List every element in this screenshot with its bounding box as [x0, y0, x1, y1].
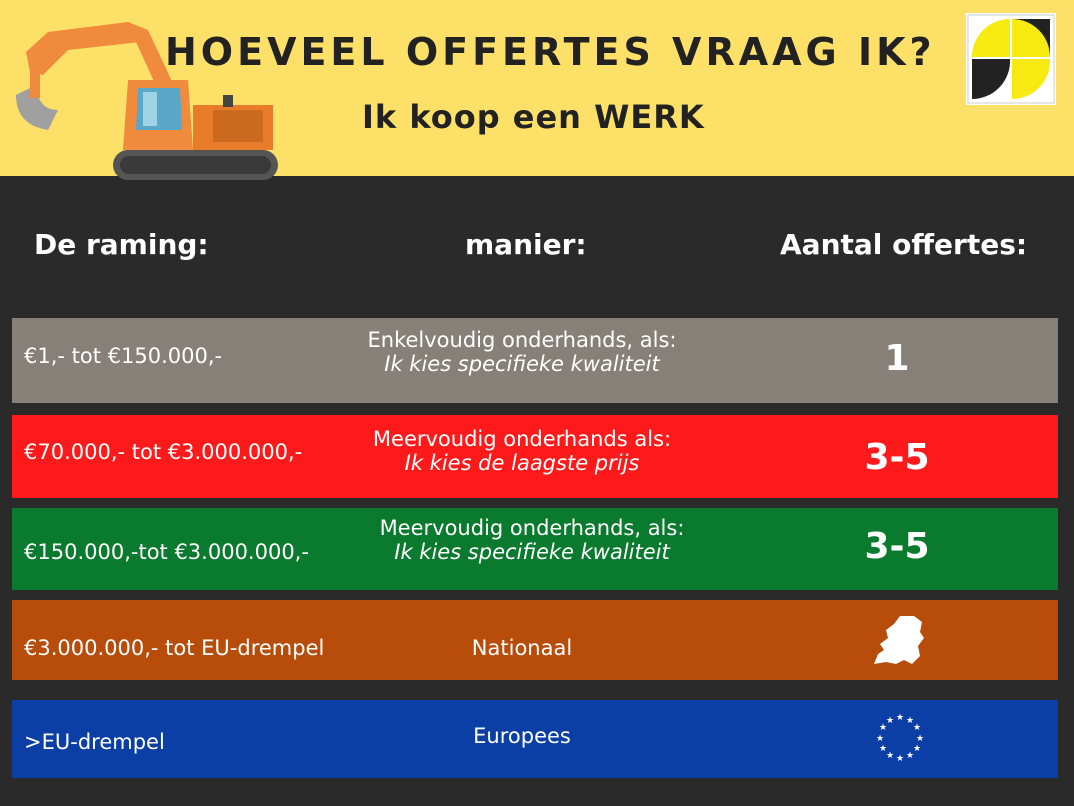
method-cell: Meervoudig onderhands als: Ik kies de la… [342, 427, 702, 475]
method-text: Meervoudig onderhands, als: [379, 516, 685, 540]
svg-text:★: ★ [886, 716, 894, 726]
table-row: €3.000.000,- tot EU-drempel Nationaal [12, 600, 1058, 680]
excavator-icon [16, 22, 278, 180]
method-text: Enkelvoudig onderhands, als: [367, 328, 677, 352]
svg-text:★: ★ [916, 734, 924, 744]
header-banner: HOEVEEL OFFERTES VRAAG IK? Ik koop een W… [0, 0, 1074, 180]
column-header-range: De raming: [34, 228, 209, 261]
count-cell: 1 [884, 338, 910, 379]
table-row: >EU-drempel Europees ★ ★ ★ ★ ★ ★ ★ ★ ★ ★… [12, 700, 1058, 778]
method-cell: Nationaal [471, 636, 573, 660]
svg-text:★: ★ [876, 734, 884, 744]
column-header-count: Aantal offertes: [780, 228, 1028, 261]
column-header-method: manier: [465, 228, 587, 261]
page-subtitle: Ik koop een WERK [362, 98, 705, 136]
svg-text:★: ★ [879, 723, 887, 733]
svg-text:★: ★ [879, 744, 887, 754]
eu-stars-icon: ★ ★ ★ ★ ★ ★ ★ ★ ★ ★ ★ ★ [876, 713, 924, 764]
svg-text:★: ★ [913, 723, 921, 733]
table-row: €150.000,-tot €3.000.000,- Meervoudig on… [12, 508, 1058, 590]
svg-text:★: ★ [896, 754, 904, 764]
count-cell: 3-5 [864, 437, 930, 478]
range-cell: >EU-drempel [24, 730, 165, 754]
condition-text: Ik kies specifieke kwaliteit [384, 352, 660, 376]
method-text: Meervoudig onderhands als: [372, 427, 672, 451]
method-cell: Europees [473, 724, 571, 748]
svg-text:★: ★ [906, 716, 914, 726]
page-title: HOEVEEL OFFERTES VRAAG IK? [165, 30, 936, 74]
table-row: €70.000,- tot €3.000.000,- Meervoudig on… [12, 415, 1058, 498]
svg-text:★: ★ [906, 751, 914, 761]
table-row: €1,- tot €150.000,- Enkelvoudig onderhan… [12, 318, 1058, 403]
quadrant-logo-icon [966, 13, 1056, 105]
svg-text:★: ★ [896, 713, 904, 723]
range-cell: €1,- tot €150.000,- [24, 344, 223, 368]
condition-text: Ik kies de laagste prijs [404, 451, 640, 475]
svg-text:★: ★ [913, 744, 921, 754]
range-cell: €3.000.000,- tot EU-drempel [24, 636, 325, 660]
method-cell: Meervoudig onderhands, als: Ik kies spec… [352, 516, 712, 564]
method-cell: Enkelvoudig onderhands, als: Ik kies spe… [332, 328, 712, 376]
range-cell: €150.000,-tot €3.000.000,- [24, 540, 309, 564]
count-cell: 3-5 [864, 526, 930, 567]
condition-text: Ik kies specifieke kwaliteit [394, 540, 670, 564]
svg-text:★: ★ [886, 751, 894, 761]
netherlands-map-icon [874, 616, 924, 664]
range-cell: €70.000,- tot €3.000.000,- [24, 440, 303, 464]
